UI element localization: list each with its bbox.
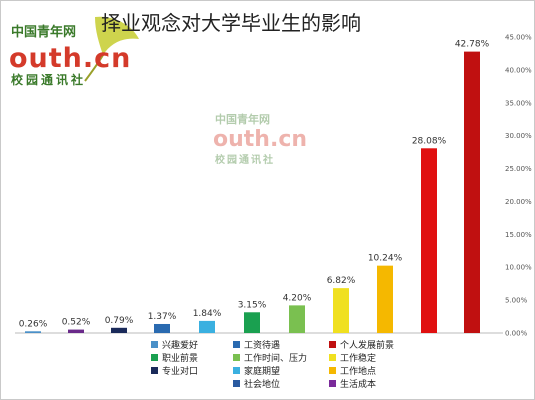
data-label: 0.52% [62, 318, 91, 328]
legend-swatch [329, 380, 336, 387]
bar-7 [333, 288, 349, 333]
bar-9 [421, 148, 437, 333]
legend-label: 工作地点 [340, 365, 376, 377]
y-tick-label: 45.00% [505, 34, 532, 42]
legend-swatch [151, 341, 158, 348]
y-tick-label: 20.00% [505, 198, 532, 206]
bar-2 [111, 327, 127, 333]
y-tick-label: 40.00% [505, 66, 532, 74]
watermark-domain: outh.cn [213, 127, 308, 152]
legend-label: 工作稳定 [340, 352, 376, 364]
legend-swatch [233, 380, 240, 387]
y-tick-label: 35.00% [505, 99, 532, 107]
data-label: 0.79% [105, 316, 134, 326]
legend-label: 工资待遇 [244, 339, 280, 351]
bar-4 [199, 320, 215, 333]
logo-line3: 校园通讯社 [11, 73, 87, 87]
data-label: 28.08% [412, 136, 447, 146]
legend-swatch [233, 341, 240, 348]
legend-swatch [329, 354, 336, 361]
data-label: 1.84% [193, 309, 222, 319]
bar-10 [464, 51, 480, 334]
legend-label: 家庭期望 [244, 365, 280, 377]
chart-title: 择业观念对大学毕业生的影响 [101, 11, 361, 35]
logo-domain: outh.cn [9, 43, 132, 74]
y-tick-label: 5.00% [505, 297, 528, 305]
site-logo[interactable]: 中国青年网 outh.cn 校园通讯社 [7, 9, 157, 87]
bar-1 [68, 329, 84, 333]
bar-3 [154, 323, 170, 333]
legend-swatch [233, 354, 240, 361]
legend-label: 兴趣爱好 [162, 339, 198, 351]
watermark-logo: 中国青年网 outh.cn 校园通讯社 [211, 101, 331, 171]
legend-swatch [329, 367, 336, 374]
ginkgo-leaf-icon [84, 16, 139, 82]
legend-swatch [233, 367, 240, 374]
legend-label: 工作时间、压力 [244, 352, 307, 364]
legend-label: 专业对口 [162, 365, 198, 377]
y-tick-label: 0.00% [505, 330, 528, 338]
legend-swatch [151, 354, 158, 361]
data-label: 3.15% [238, 300, 267, 310]
watermark-line1: 中国青年网 [215, 113, 270, 126]
logo-line1: 中国青年网 [11, 25, 77, 40]
data-label: 6.82% [327, 276, 356, 286]
bar-6 [289, 305, 305, 333]
legend-swatch [329, 341, 336, 348]
legend-swatch [151, 367, 158, 374]
y-tick-label: 10.00% [505, 264, 532, 272]
legend-label: 生活成本 [340, 378, 376, 390]
legend-label: 社会地位 [244, 378, 280, 390]
data-label: 42.78% [455, 40, 490, 50]
bar-0 [25, 331, 41, 333]
y-tick-label: 15.00% [505, 231, 532, 239]
y-tick-label: 25.00% [505, 165, 532, 173]
legend-label: 个人发展前景 [340, 339, 394, 351]
data-label: 4.20% [283, 293, 312, 303]
data-label: 0.26% [19, 319, 48, 329]
data-label: 1.37% [148, 312, 177, 322]
bar-8 [377, 265, 393, 333]
watermark-line3: 校园通讯社 [215, 155, 275, 166]
data-label: 10.24% [368, 254, 403, 264]
bar-5 [244, 312, 260, 333]
y-tick-label: 30.00% [505, 132, 532, 140]
legend-label: 职业前景 [162, 352, 198, 364]
